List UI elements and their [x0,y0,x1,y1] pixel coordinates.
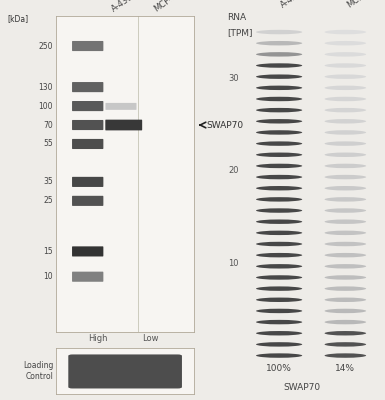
Ellipse shape [256,186,302,190]
Ellipse shape [325,52,366,56]
Ellipse shape [256,242,302,246]
Ellipse shape [325,86,366,90]
Text: 70: 70 [44,120,53,130]
Ellipse shape [325,220,366,224]
Text: 10: 10 [44,272,53,281]
Ellipse shape [325,119,366,124]
Ellipse shape [256,97,302,101]
Text: Low: Low [142,334,158,343]
Text: 30: 30 [228,74,239,83]
Text: Loading
Control: Loading Control [23,362,53,381]
Ellipse shape [256,30,302,34]
Ellipse shape [325,320,366,324]
Ellipse shape [256,309,302,313]
Text: SWAP70: SWAP70 [284,383,321,392]
Ellipse shape [256,108,302,112]
FancyBboxPatch shape [72,196,103,206]
Ellipse shape [256,353,302,358]
Ellipse shape [256,141,302,146]
Ellipse shape [325,275,366,280]
Text: 25: 25 [44,196,53,205]
Text: RNA: RNA [227,13,246,22]
FancyBboxPatch shape [105,103,137,110]
Text: [TPM]: [TPM] [227,28,252,37]
FancyBboxPatch shape [72,139,103,149]
Text: 20: 20 [229,166,239,175]
Text: 100%: 100% [266,364,292,373]
FancyBboxPatch shape [72,177,103,187]
Ellipse shape [325,164,366,168]
Ellipse shape [256,197,302,202]
FancyBboxPatch shape [72,246,103,256]
Ellipse shape [325,242,366,246]
Ellipse shape [256,152,302,157]
FancyBboxPatch shape [72,272,103,282]
Ellipse shape [325,286,366,291]
Ellipse shape [325,30,366,34]
Ellipse shape [256,175,302,179]
Ellipse shape [325,152,366,157]
Ellipse shape [256,86,302,90]
Ellipse shape [325,353,366,358]
Ellipse shape [325,63,366,68]
Text: A-431: A-431 [279,0,305,10]
Ellipse shape [325,41,366,46]
FancyBboxPatch shape [72,101,103,111]
Ellipse shape [256,220,302,224]
Ellipse shape [325,186,366,190]
Ellipse shape [325,130,366,135]
Text: High: High [88,334,107,343]
Ellipse shape [256,298,302,302]
Ellipse shape [325,298,366,302]
Text: 14%: 14% [335,364,355,373]
Ellipse shape [325,264,366,268]
Ellipse shape [256,52,302,56]
Ellipse shape [325,309,366,313]
Ellipse shape [325,97,366,101]
Ellipse shape [325,231,366,235]
Text: 55: 55 [44,140,53,148]
Ellipse shape [256,231,302,235]
Ellipse shape [256,286,302,291]
Text: 100: 100 [38,102,53,110]
Ellipse shape [325,197,366,202]
Text: A-431: A-431 [110,0,135,14]
Ellipse shape [325,74,366,79]
Ellipse shape [256,63,302,68]
Text: MCF-7: MCF-7 [345,0,372,10]
Text: 250: 250 [38,42,53,50]
Text: 10: 10 [229,259,239,268]
Ellipse shape [256,275,302,280]
Text: 130: 130 [38,82,53,92]
Ellipse shape [256,320,302,324]
Ellipse shape [256,74,302,79]
Ellipse shape [256,119,302,124]
FancyBboxPatch shape [68,354,182,388]
Ellipse shape [325,253,366,257]
FancyBboxPatch shape [72,120,103,130]
Ellipse shape [256,130,302,135]
Text: 35: 35 [44,178,53,186]
Ellipse shape [325,342,366,347]
Text: [kDa]: [kDa] [8,14,29,23]
Text: SWAP70: SWAP70 [206,120,243,130]
Ellipse shape [256,253,302,257]
Ellipse shape [256,342,302,347]
Ellipse shape [256,208,302,213]
Ellipse shape [325,208,366,213]
Ellipse shape [325,108,366,112]
Ellipse shape [256,41,302,46]
Text: MCF-7: MCF-7 [152,0,179,14]
Text: 15: 15 [44,247,53,256]
Ellipse shape [325,175,366,179]
FancyBboxPatch shape [105,120,142,130]
Ellipse shape [256,264,302,268]
FancyBboxPatch shape [72,82,103,92]
Ellipse shape [256,331,302,336]
Ellipse shape [256,164,302,168]
Ellipse shape [325,331,366,336]
FancyBboxPatch shape [72,41,103,51]
Ellipse shape [325,141,366,146]
